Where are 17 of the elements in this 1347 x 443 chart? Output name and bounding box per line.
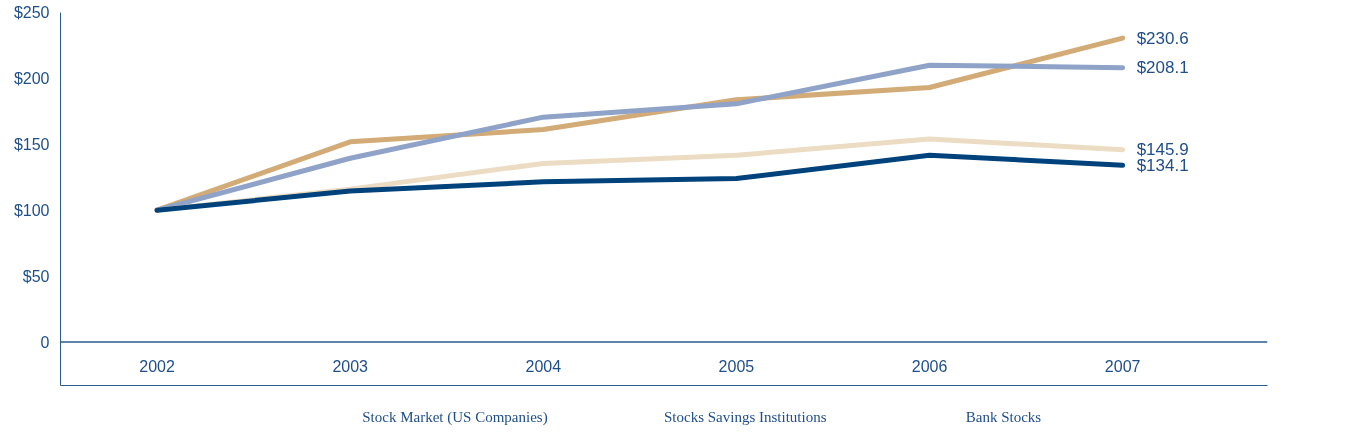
y-tick-label: $50 — [22, 267, 50, 285]
y-tick-label: 0 — [40, 333, 50, 351]
x-tick-label: 2005 — [718, 357, 755, 375]
text: Bank Stocks — [965, 409, 1042, 425]
y-tick-label: $100 — [13, 201, 50, 219]
text: Stock Market (US Companies) — [362, 409, 548, 426]
data-label: $208.1 — [1136, 58, 1189, 78]
y-tick-label: $150 — [13, 135, 50, 153]
y-tick-label: $200 — [13, 69, 50, 87]
y-tick-label: $250 — [13, 4, 50, 21]
text: Stocks Savings Institutions — [664, 409, 827, 425]
x-tick-label: 2004 — [525, 357, 562, 375]
x-tick-label: 2006 — [911, 357, 948, 375]
x-tick-label: 2003 — [332, 357, 369, 375]
x-tick-label: 2002 — [139, 357, 175, 375]
data-label: $230.6 — [1136, 28, 1189, 48]
x-tick-label: 2007 — [1104, 357, 1141, 375]
